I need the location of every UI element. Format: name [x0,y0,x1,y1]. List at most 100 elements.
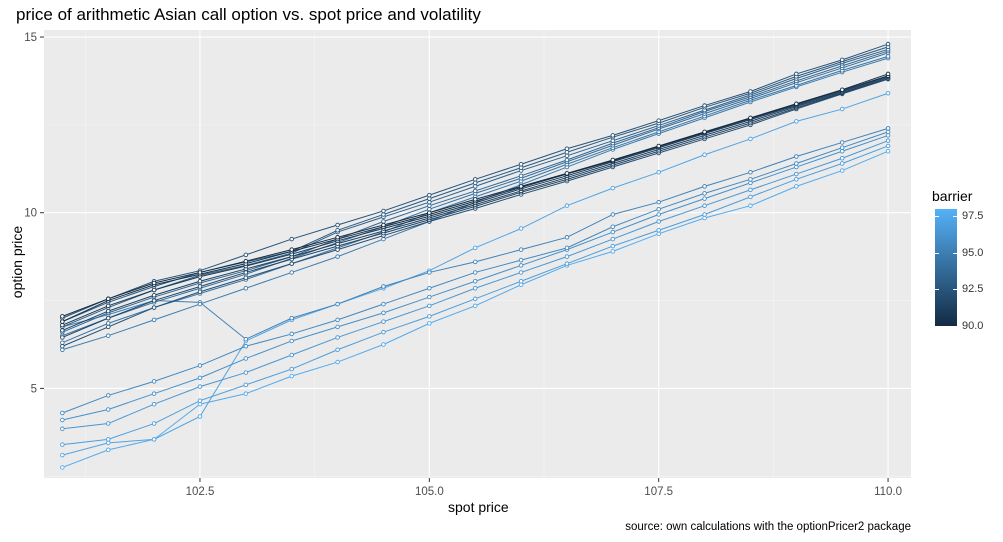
data-point [839,156,845,161]
color-legend: barrier 90.0 92.5 95.0 97.5 [932,188,1002,332]
data-point [885,54,891,59]
data-point [335,235,340,240]
data-point [197,278,203,284]
data-point [610,243,616,249]
data-point [472,197,478,202]
x-tick-label: 102.5 [186,486,215,498]
data-point [243,258,249,264]
data-point [564,261,570,266]
data-point [60,328,65,333]
data-point [427,294,432,300]
data-point [794,119,799,124]
data-point [243,252,249,258]
series-layer [60,41,891,470]
data-point [197,284,203,289]
data-point [748,115,753,121]
legend-colorbar [935,209,957,326]
data-point [427,270,432,275]
data-point [748,136,753,142]
data-point [885,126,891,131]
data-point [656,170,661,175]
data-point [702,215,707,221]
data-point [243,382,249,388]
data-point [151,287,157,293]
data-point [105,296,111,302]
x-tick-label: 110.0 [874,486,902,498]
data-point [197,270,203,275]
data-point [105,393,111,398]
data-point [564,150,570,155]
data-point [105,447,111,453]
legend-tick-mark [953,252,957,254]
data-point [610,229,616,235]
data-point [656,206,661,212]
legend-tick-label: 90.0 [962,320,984,332]
data-point [702,196,707,201]
data-point [472,180,478,186]
data-point [105,333,111,338]
data-point [243,343,249,349]
data-point [243,391,249,396]
data-point [289,352,294,358]
data-point [794,71,799,77]
data-point [518,282,524,287]
data-point [472,177,478,182]
data-point [381,329,386,335]
y-axis-label: option price [9,225,25,299]
y-tick-label: 15 [24,32,37,44]
data-point [381,222,386,228]
series-line-17 [60,143,891,447]
y-tick-label: 5 [31,383,37,395]
data-point [335,254,340,259]
data-point [105,303,111,309]
data-point [518,165,524,170]
data-point [105,324,111,330]
data-point [885,133,891,138]
data-point [381,284,386,289]
data-point [427,321,432,326]
data-point [748,177,753,182]
data-point [197,289,203,295]
x-axis-label: spot price [448,499,509,515]
data-point [794,154,799,159]
data-point [243,286,249,291]
data-point [381,342,386,347]
data-point [289,366,294,372]
data-point [105,407,111,412]
data-point [381,208,386,214]
data-point [839,148,845,154]
data-point [472,259,478,265]
data-point [60,343,65,349]
data-point [518,161,524,167]
data-point [885,129,891,135]
data-point [610,249,616,254]
data-point [610,138,616,143]
data-point [748,180,753,186]
data-point [748,187,753,193]
data-point [151,298,157,303]
data-point [243,370,249,375]
legend-tick-mark [935,289,939,291]
data-point [472,188,478,194]
data-point [656,231,661,237]
data-point [702,203,707,208]
legend-tick-mark [953,289,957,291]
data-point [610,224,616,230]
data-point [335,247,340,252]
data-point [60,442,65,447]
data-point [472,270,478,275]
data-point [564,153,570,159]
data-point [381,310,386,316]
data-point [610,212,616,217]
data-point [564,146,570,152]
series-line-16 [60,138,891,432]
data-point [656,143,661,149]
data-point [381,301,386,307]
legend-tick-label: 95.0 [962,246,984,259]
legend-tick-mark [935,252,939,254]
plot-panel [44,30,911,478]
data-point [197,398,203,403]
data-point [839,145,845,150]
data-point [702,152,707,157]
